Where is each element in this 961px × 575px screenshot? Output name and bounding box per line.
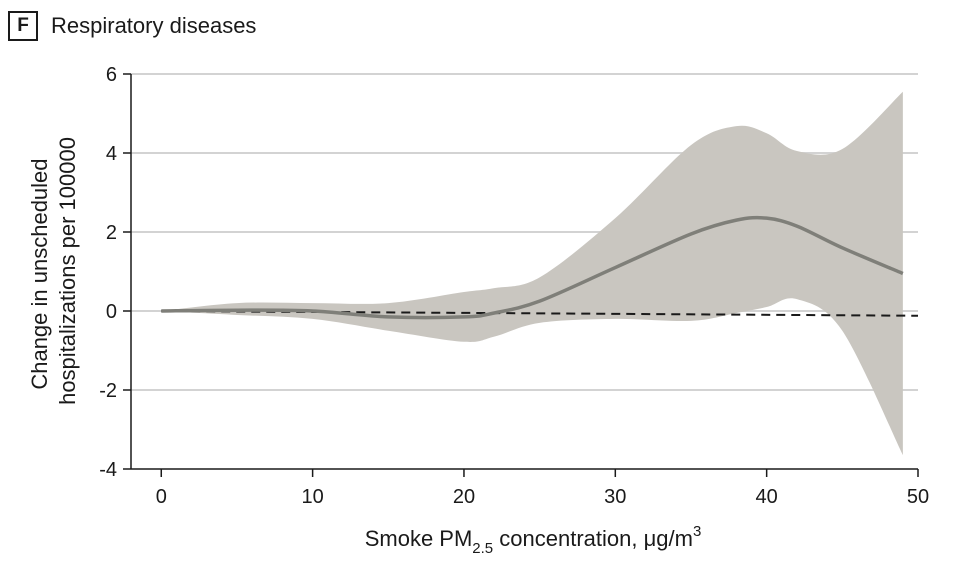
y-tick-label: 0: [106, 301, 117, 323]
x-tick-label: 40: [756, 486, 778, 508]
axes: [130, 74, 918, 470]
y-axis-ticks: -4 -2 0 2 4 6: [99, 64, 131, 481]
x-tick-label: 50: [907, 486, 929, 508]
x-tick-label: 0: [156, 486, 167, 508]
panel-header: F Respiratory diseases: [8, 9, 256, 43]
y-tick-label: -4: [99, 459, 117, 481]
y-tick-label: 4: [106, 143, 117, 165]
y-axis-label: Change in unscheduled hospitalizations p…: [27, 137, 80, 405]
x-tick-label: 20: [453, 486, 475, 508]
y-tick-label: 6: [106, 64, 117, 86]
x-axis-label-main: Smoke PM: [365, 526, 473, 551]
chart-title: Respiratory diseases: [51, 13, 257, 38]
y-axis-label-line2: hospitalizations per 100000: [55, 137, 80, 405]
confidence-band: [161, 91, 903, 456]
panel-letter: F: [8, 11, 38, 41]
x-axis-label-subscript: 2.5: [472, 540, 493, 557]
y-tick-label: 2: [106, 222, 117, 244]
x-tick-label: 30: [604, 486, 626, 508]
x-tick-label: 10: [301, 486, 323, 508]
x-axis-label-rest: concentration, μg/m: [493, 526, 693, 551]
x-axis-label: Smoke PM2.5 concentration, μg/m3: [365, 523, 702, 557]
y-tick-label: -2: [99, 380, 117, 402]
estimate-line: [161, 215, 904, 320]
x-axis-ticks: 0 10 20 30 40 50: [156, 469, 929, 508]
x-axis-label-superscript: 3: [693, 523, 701, 540]
y-axis-label-line1: Change in unscheduled: [27, 158, 52, 389]
